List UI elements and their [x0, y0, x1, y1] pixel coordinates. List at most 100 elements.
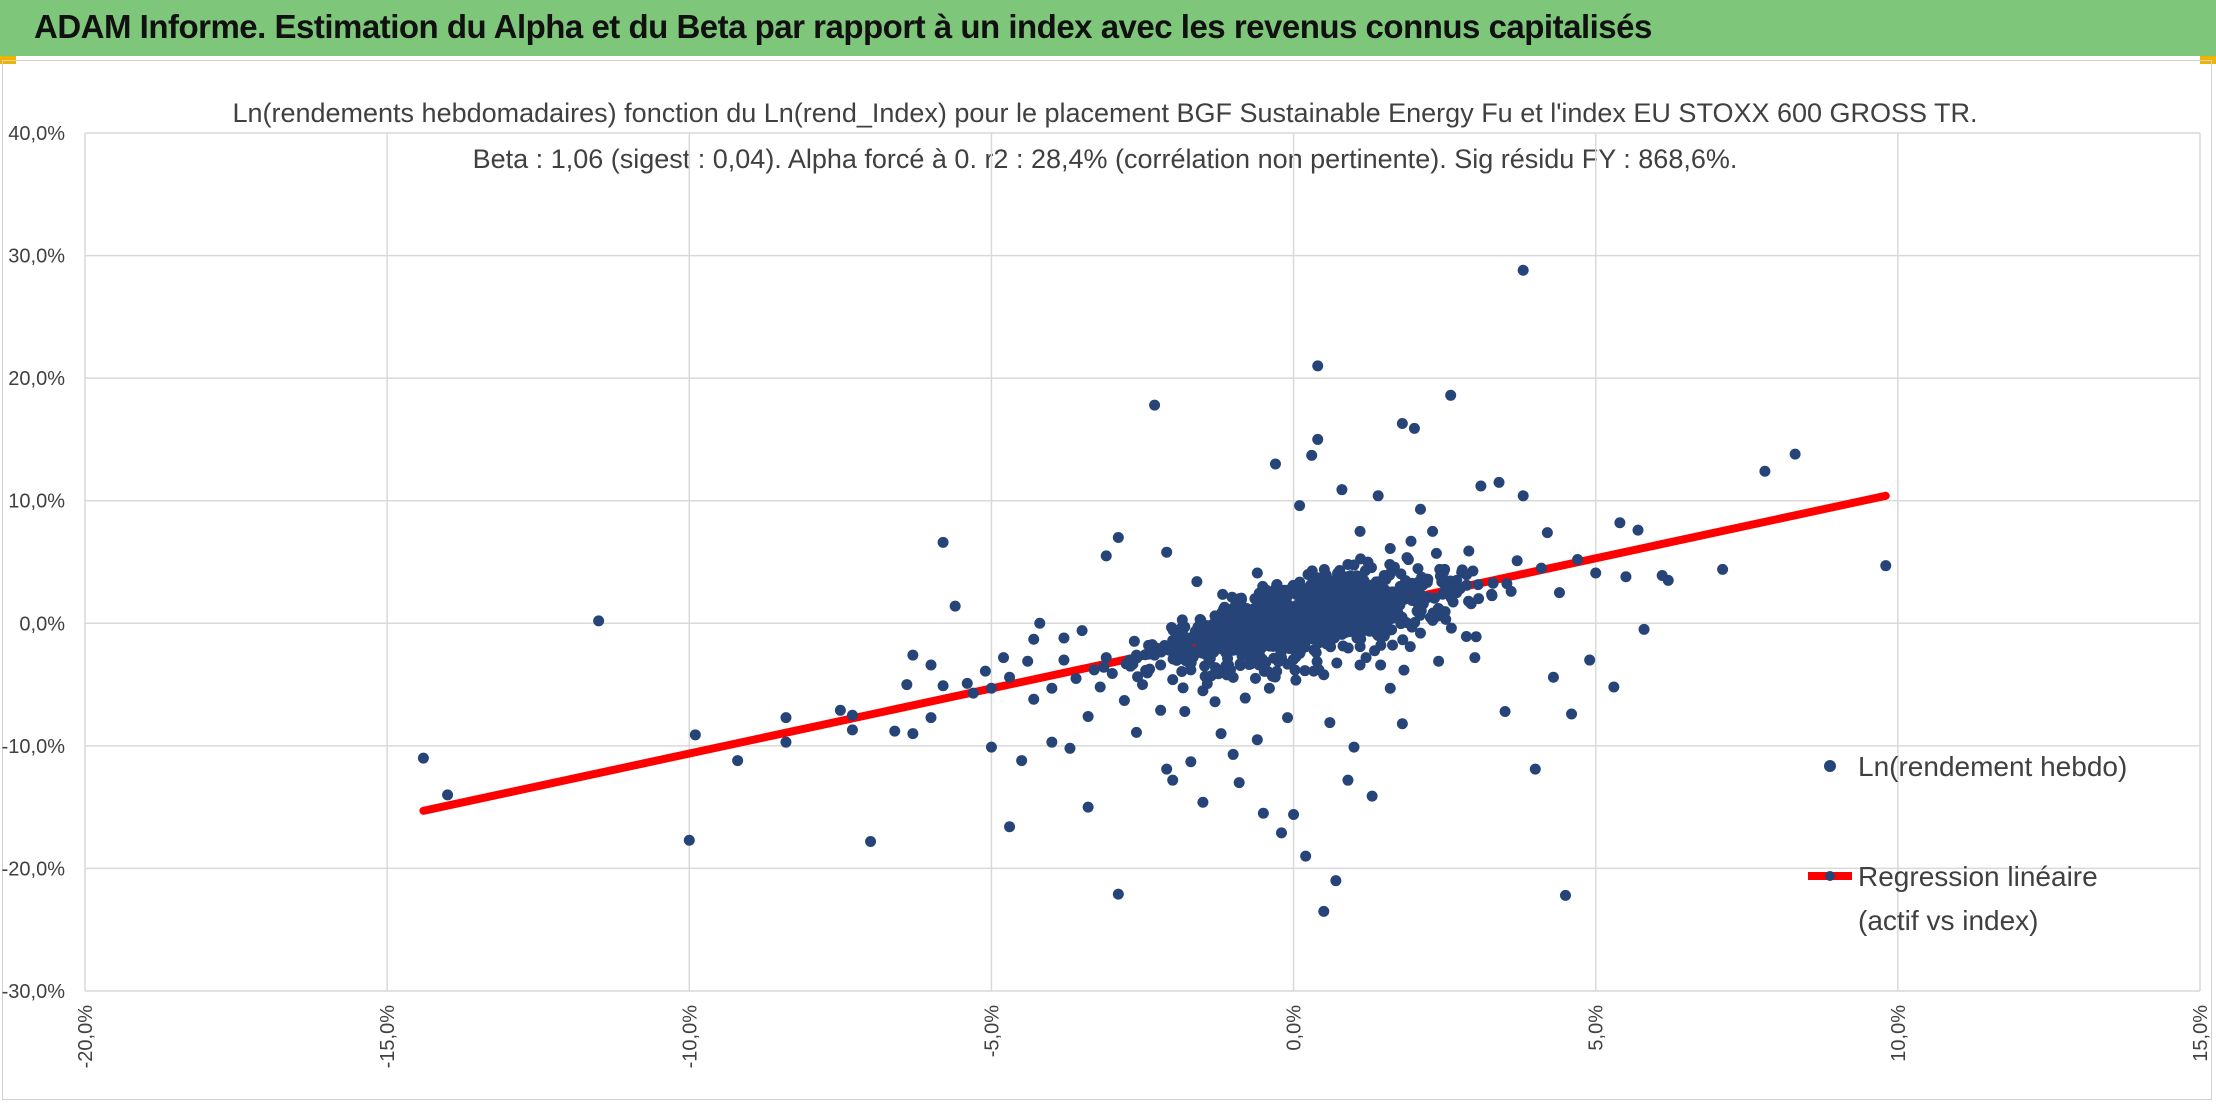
- legend-marker-regression-dot: [1825, 871, 1835, 881]
- data-point: [1290, 651, 1302, 663]
- data-point: [985, 741, 997, 753]
- y-tick-label: -30,0%: [2, 981, 66, 1003]
- data-point: [1258, 597, 1270, 609]
- data-point: [1412, 563, 1424, 575]
- data-point: [1172, 645, 1184, 657]
- x-tick-label: -15,0%: [377, 1005, 399, 1069]
- data-point: [1394, 590, 1406, 602]
- data-point: [1369, 645, 1381, 657]
- data-point: [1296, 591, 1308, 603]
- data-point: [1388, 561, 1400, 573]
- y-tick-label: 10,0%: [8, 491, 65, 513]
- data-point: [937, 536, 949, 548]
- data-point: [1312, 433, 1324, 445]
- data-point: [834, 704, 846, 716]
- data-point: [1368, 590, 1380, 602]
- data-point: [1372, 490, 1384, 502]
- data-point: [780, 712, 792, 724]
- data-point: [1307, 571, 1319, 583]
- data-point: [1155, 704, 1167, 716]
- data-point: [1416, 571, 1428, 583]
- data-point: [1414, 627, 1426, 639]
- data-point: [1197, 796, 1209, 808]
- data-point: [1218, 603, 1230, 615]
- data-point: [1283, 604, 1295, 616]
- data-point: [1128, 635, 1140, 647]
- data-point: [1394, 599, 1406, 611]
- data-point: [1177, 682, 1189, 694]
- data-point: [1223, 659, 1235, 671]
- data-point: [1384, 682, 1396, 694]
- data-point: [1365, 562, 1377, 574]
- y-tick-label: 20,0%: [8, 368, 65, 390]
- data-point: [1354, 525, 1366, 537]
- data-point: [1149, 399, 1161, 411]
- data-point: [1290, 674, 1302, 686]
- data-point: [1228, 627, 1240, 639]
- data-point: [1231, 604, 1243, 616]
- data-point: [1404, 641, 1416, 653]
- data-point: [1318, 905, 1330, 917]
- data-point: [1176, 665, 1188, 677]
- data-point: [1098, 661, 1110, 673]
- data-point: [901, 679, 913, 691]
- legend: Ln(rendement hebdo) Regression linéaire …: [1808, 751, 2127, 936]
- y-tick-label: -20,0%: [2, 858, 66, 880]
- data-point: [1312, 621, 1324, 633]
- data-point: [1082, 801, 1094, 813]
- data-point: [1487, 577, 1499, 589]
- data-point: [1759, 465, 1771, 477]
- data-point: [925, 659, 937, 671]
- data-point: [1309, 634, 1321, 646]
- data-point: [1398, 664, 1410, 676]
- data-point: [1271, 579, 1283, 591]
- data-point: [1446, 586, 1458, 598]
- data-point: [1373, 598, 1385, 610]
- data-point: [1088, 664, 1100, 676]
- data-point: [1405, 535, 1417, 547]
- data-point: [1355, 633, 1367, 645]
- data-point: [1100, 652, 1112, 664]
- data-point: [1380, 574, 1392, 586]
- data-point: [593, 615, 605, 627]
- data-point: [1317, 613, 1329, 625]
- chart-subtitle: Beta : 1,06 (sigest : 0,04). Alpha forcé…: [473, 144, 1738, 174]
- data-point: [1331, 657, 1343, 669]
- data-point: [1499, 706, 1511, 718]
- data-point: [1566, 708, 1578, 720]
- data-point: [1070, 672, 1082, 684]
- data-point: [1288, 808, 1300, 820]
- data-point: [1608, 681, 1620, 693]
- data-point: [732, 755, 744, 767]
- data-point: [1312, 360, 1324, 372]
- data-point: [1100, 550, 1112, 562]
- data-point: [1294, 500, 1306, 512]
- data-point: [1590, 567, 1602, 579]
- data-point: [1286, 586, 1298, 598]
- data-point: [1205, 670, 1217, 682]
- data-point: [1344, 598, 1356, 610]
- data-point: [1335, 577, 1347, 589]
- data-point: [1046, 682, 1058, 694]
- data-point: [1257, 807, 1269, 819]
- data-point: [1789, 448, 1801, 460]
- data-point: [1161, 546, 1173, 558]
- data-point: [1511, 555, 1523, 567]
- data-point: [1106, 668, 1118, 680]
- data-point: [1355, 553, 1367, 565]
- x-tick-label: 15,0%: [2190, 1005, 2212, 1062]
- data-point: [1314, 581, 1326, 593]
- data-point: [1306, 449, 1318, 461]
- data-point: [1416, 594, 1428, 606]
- data-point: [1155, 659, 1167, 671]
- data-point: [1493, 476, 1505, 488]
- data-point: [1258, 665, 1270, 677]
- data-point: [1560, 889, 1571, 901]
- data-point: [1529, 763, 1541, 775]
- data-point: [1118, 695, 1130, 707]
- data-point: [1046, 736, 1058, 748]
- data-point: [1253, 650, 1265, 662]
- legend-label-regression-line2: (actif vs index): [1858, 905, 2039, 936]
- data-point: [1269, 617, 1281, 629]
